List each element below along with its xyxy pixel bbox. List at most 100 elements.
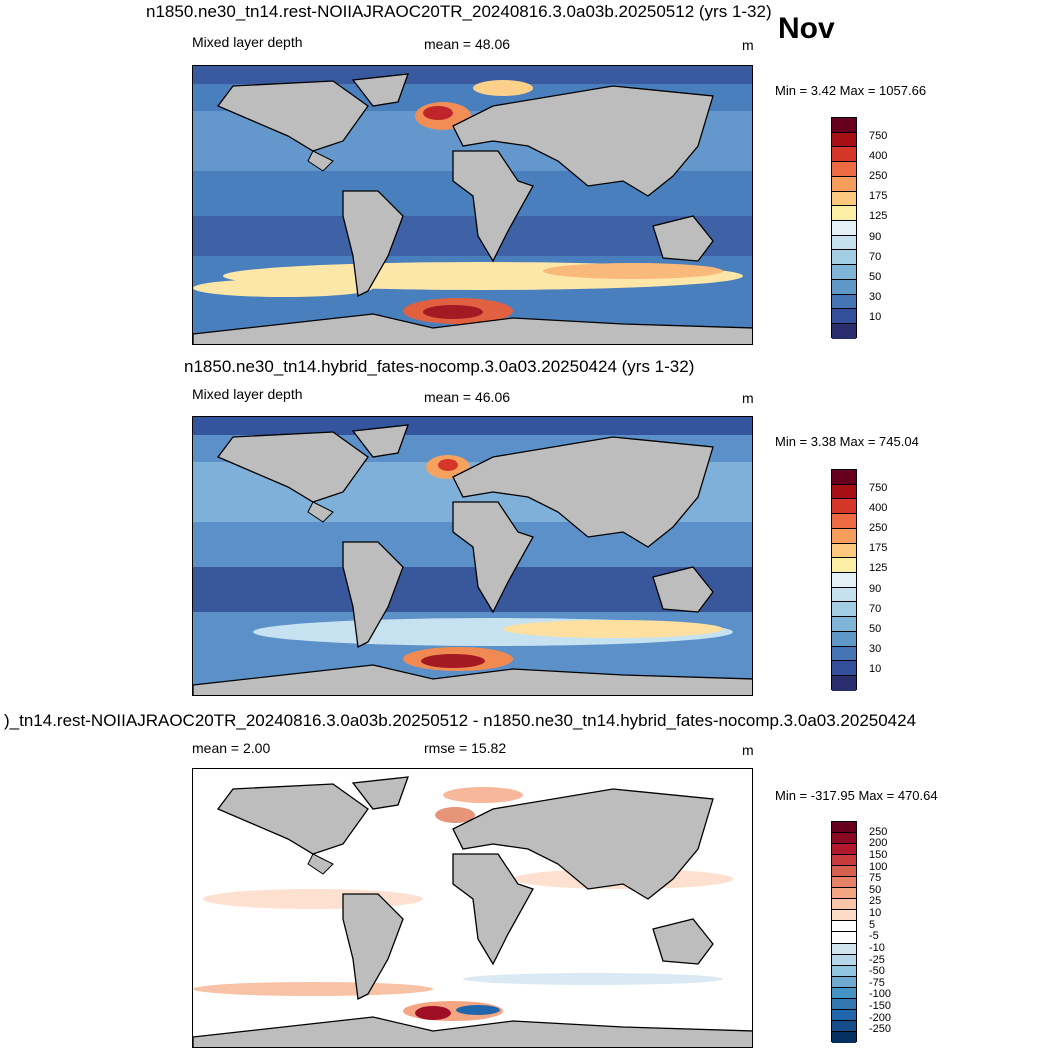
colorbar-segment: [832, 528, 856, 544]
colorbar-label: -250: [869, 1023, 892, 1036]
colorbar-segment: [832, 617, 856, 632]
colorbar-label: -10: [869, 941, 885, 954]
colorbar-label: 250: [869, 825, 888, 838]
colorbar-segment: [832, 631, 856, 647]
colorbar-segment: [832, 191, 856, 207]
colorbar-segment: [832, 855, 856, 867]
colorbar-segment: [832, 324, 856, 339]
colorbar-label: -100: [869, 988, 892, 1001]
colorbar-label: 125: [869, 210, 888, 223]
colorbar-segment: [832, 279, 856, 295]
colorbar-segment: [832, 998, 856, 1010]
colorbar-segment: [832, 294, 856, 310]
panel-2-mean: mean = 46.06: [424, 389, 511, 405]
colorbar-label: 30: [869, 642, 882, 655]
panel-2-map: [192, 416, 753, 696]
panel-1-variable: Mixed layer depth: [192, 34, 303, 50]
colorbar-segment: [832, 543, 856, 559]
colorbar-segment: [832, 558, 856, 574]
colorbar-segment: [832, 309, 856, 325]
colorbar-segment: [832, 1031, 856, 1043]
panel-2-minmax: Min = 3.38 Max = 745.04: [775, 434, 919, 449]
panel-3-units: m: [742, 742, 754, 758]
colorbar-segment: [832, 1009, 856, 1021]
panel-3-map: [192, 768, 753, 1048]
colorbar-segment: [832, 1020, 856, 1032]
colorbar-label: -75: [869, 976, 885, 989]
panel-1-minmax: Min = 3.42 Max = 1057.66: [775, 83, 927, 98]
colorbar-label: 90: [869, 582, 882, 595]
colorbar-segment: [832, 910, 856, 922]
colorbar-segment: [832, 987, 856, 999]
panel-3-colorbar: [831, 821, 857, 1043]
colorbar-label: -25: [869, 953, 885, 966]
colorbar-segment: [832, 250, 856, 266]
panel-1-mean: mean = 48.06: [424, 36, 511, 52]
colorbar-segment: [832, 661, 856, 677]
colorbar-segment: [832, 602, 856, 618]
colorbar-label: 50: [869, 883, 882, 896]
colorbar-segment: [832, 206, 856, 222]
colorbar-label: 75: [869, 872, 882, 885]
colorbar-segment: [832, 822, 856, 834]
colorbar-segment: [832, 954, 856, 966]
colorbar-label: 5: [869, 918, 876, 931]
colorbar-label: 250: [869, 170, 888, 183]
colorbar-segment: [832, 265, 856, 280]
panel-3-title: )_tn14.rest-NOIIAJRAOC20TR_20240816.3.0a…: [4, 711, 917, 730]
colorbar-label: -50: [869, 965, 885, 978]
colorbar-segment: [832, 976, 856, 988]
colorbar-label: 10: [869, 310, 882, 323]
colorbar-segment: [832, 866, 856, 878]
colorbar-label: 750: [869, 482, 888, 495]
colorbar-segment: [832, 932, 856, 944]
colorbar-label: 30: [869, 290, 882, 303]
colorbar-label: 10: [869, 907, 882, 920]
colorbar-label: 70: [869, 602, 882, 615]
colorbar-segment: [832, 921, 856, 933]
panel-2-variable: Mixed layer depth: [192, 386, 303, 402]
colorbar-label: -150: [869, 1000, 892, 1013]
colorbar-segment: [832, 943, 856, 955]
colorbar-label: 400: [869, 150, 888, 163]
panel-2-units: m: [742, 390, 754, 406]
colorbar-segment: [832, 833, 856, 845]
panel-3-rmse: rmse = 15.82: [424, 740, 507, 756]
colorbar-label: 50: [869, 270, 882, 283]
colorbar-segment: [832, 499, 856, 515]
colorbar-segment: [832, 877, 856, 889]
colorbar-segment: [832, 965, 856, 977]
panel-1-map: [192, 65, 753, 345]
colorbar-segment: [832, 484, 856, 500]
colorbar-segment: [832, 176, 856, 192]
colorbar-label: 70: [869, 250, 882, 263]
colorbar-segment: [832, 676, 856, 691]
colorbar-label: 90: [869, 230, 882, 243]
colorbar-segment: [832, 470, 856, 485]
colorbar-label: 50: [869, 622, 882, 635]
colorbar-label: 10: [869, 662, 882, 675]
colorbar-label: 750: [869, 130, 888, 143]
colorbar-segment: [832, 235, 856, 251]
colorbar-segment: [832, 221, 856, 236]
month-label: Nov: [778, 12, 835, 45]
colorbar-label: 175: [869, 190, 888, 203]
colorbar-label: -5: [869, 930, 879, 943]
colorbar-segment: [832, 118, 856, 133]
colorbar-label: 400: [869, 502, 888, 515]
colorbar-label: 125: [869, 562, 888, 575]
panel-2-colorbar: [831, 469, 857, 691]
panel-1-colorbar: [831, 117, 857, 339]
panel-1-title: n1850.ne30_tn14.rest-NOIIAJRAOC20TR_2024…: [146, 2, 772, 21]
colorbar-segment: [832, 147, 856, 163]
colorbar-segment: [832, 587, 856, 603]
colorbar-segment: [832, 514, 856, 529]
colorbar-label: 100: [869, 860, 888, 873]
colorbar-segment: [832, 646, 856, 662]
panel-1-units: m: [742, 37, 754, 53]
colorbar-label: 200: [869, 837, 888, 850]
colorbar-segment: [832, 844, 856, 856]
colorbar-segment: [832, 573, 856, 588]
colorbar-segment: [832, 888, 856, 900]
panel-2-title: n1850.ne30_tn14.hybrid_fates-nocomp.3.0a…: [184, 357, 695, 376]
